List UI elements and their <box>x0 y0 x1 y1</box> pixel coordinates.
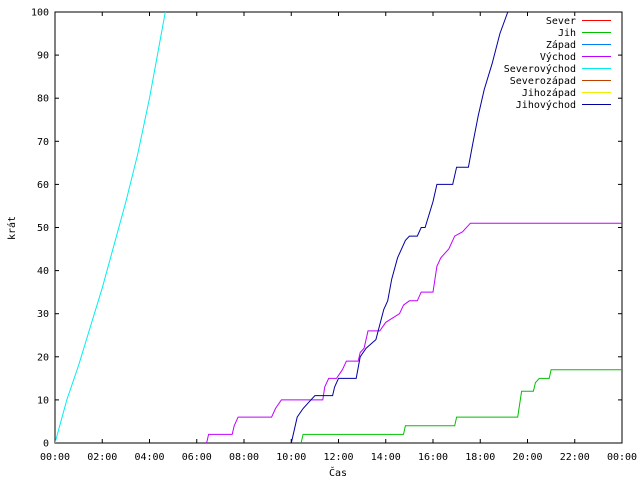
series-lines <box>55 12 622 443</box>
x-tick-label: 00:00 <box>607 452 637 463</box>
y-tick-label: 20 <box>37 352 49 363</box>
x-tick-label: 06:00 <box>182 452 212 463</box>
y-tick-label: 100 <box>31 8 49 19</box>
x-axis-ticks: 00:00 02:00 04:00 06:00 08:00 10:00 12:00 14:00… <box>40 12 637 463</box>
y-tick-label: 30 <box>37 309 49 320</box>
y-tick-label: 90 <box>37 51 49 62</box>
y-tick-label: 60 <box>37 180 49 191</box>
y-tick-label: 70 <box>37 137 49 148</box>
legend-label: Severozápad <box>510 75 576 87</box>
y-tick-label: 80 <box>37 94 49 105</box>
legend-label: Severovýchod <box>504 63 576 75</box>
legend: SeverJihZápadVýchodSeverovýchodSeverozáp… <box>504 16 611 111</box>
x-tick-label: 02:00 <box>87 452 117 463</box>
x-tick-label: 12:00 <box>323 452 353 463</box>
y-axis-ticks: 0 10 20 30 40 50 60 70 80 90 100 <box>31 8 622 450</box>
x-tick-label: 08:00 <box>229 452 259 463</box>
y-tick-label: 50 <box>37 223 49 234</box>
legend-label: Jihovýchod <box>516 99 576 111</box>
legend-label: Jihozápad <box>522 87 576 99</box>
x-tick-label: 20:00 <box>512 452 542 463</box>
legend-label: Západ <box>546 39 576 51</box>
x-tick-label: 22:00 <box>560 452 590 463</box>
legend-label: Jih <box>558 28 576 39</box>
x-tick-label: 04:00 <box>134 452 164 463</box>
y-axis-label: krát <box>6 216 18 240</box>
plot-area <box>54 11 623 444</box>
x-tick-label: 10:00 <box>276 452 306 463</box>
x-tick-label: 18:00 <box>465 452 495 463</box>
series-line-severovýchod <box>55 12 166 443</box>
y-tick-label: 0 <box>43 439 49 450</box>
x-tick-label: 14:00 <box>371 452 401 463</box>
series-line-východ <box>206 222 622 443</box>
x-tick-label: 16:00 <box>418 452 448 463</box>
y-tick-label: 10 <box>37 395 49 406</box>
series-line-jih <box>300 369 622 443</box>
y-tick-label: 40 <box>37 266 49 277</box>
x-axis-label: Čas <box>329 466 347 479</box>
series-line-jihovýchod <box>290 12 509 443</box>
legend-label: Sever <box>546 16 576 27</box>
x-tick-label: 00:00 <box>40 452 70 463</box>
legend-label: Východ <box>540 51 576 63</box>
